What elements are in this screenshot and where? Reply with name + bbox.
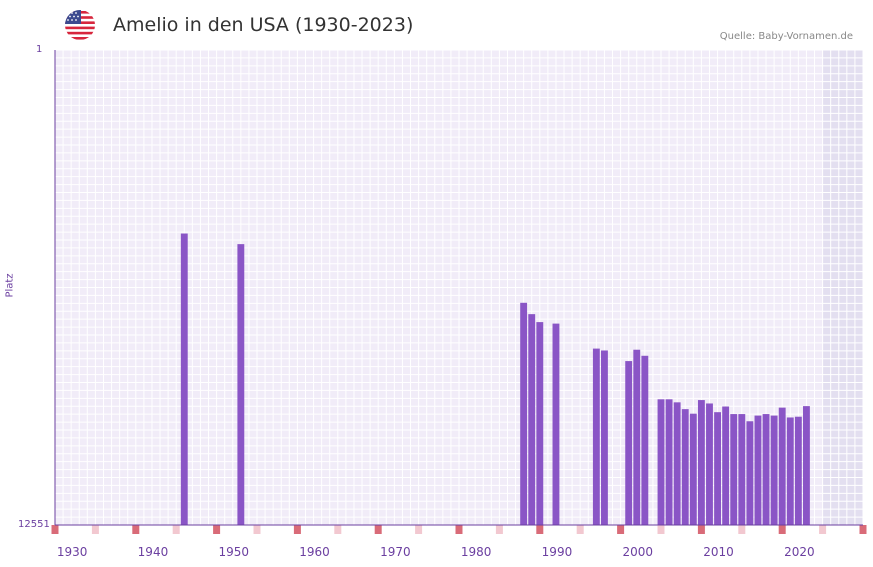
bar-2011[interactable]: [722, 406, 730, 525]
bar-2021[interactable]: [803, 406, 810, 525]
bar-1990[interactable]: [552, 323, 560, 525]
bar-2007[interactable]: [689, 413, 697, 525]
source-credit: Quelle: Baby-Vornamen.de: [719, 31, 853, 42]
bar-2016[interactable]: [762, 414, 770, 525]
x-tick-1980: 1980: [461, 545, 492, 559]
year-marker: [91, 525, 99, 534]
bar-2013[interactable]: [738, 414, 746, 525]
year-marker: [213, 525, 221, 534]
bar-2018[interactable]: [778, 407, 786, 525]
year-marker: [495, 525, 503, 534]
chart-header: Amelio in den USA (1930-2023) Quelle: Ba…: [0, 0, 873, 50]
bar-2005[interactable]: [673, 402, 681, 525]
bar-1951[interactable]: [237, 244, 245, 526]
year-marker: [334, 525, 342, 534]
bar-2001[interactable]: [641, 355, 649, 525]
bar-2000[interactable]: [633, 349, 641, 525]
bar-2010[interactable]: [714, 412, 721, 525]
year-markers: [51, 525, 867, 534]
bar-2003[interactable]: [657, 399, 665, 525]
year-marker: [819, 525, 827, 534]
year-marker: [536, 525, 544, 534]
x-tick-2000: 2000: [622, 545, 653, 559]
bar-series: [180, 233, 810, 526]
y-tick-top: 1: [36, 44, 43, 55]
bar-2020[interactable]: [794, 416, 802, 525]
x-tick-1930: 1930: [57, 545, 88, 559]
year-marker: [293, 525, 301, 534]
y-axis-label: Platz: [4, 273, 16, 298]
bar-2019[interactable]: [786, 417, 794, 525]
year-marker: [738, 525, 746, 534]
year-marker: [657, 525, 665, 534]
bar-1986[interactable]: [520, 302, 528, 525]
x-tick-1990: 1990: [542, 545, 573, 559]
bar-1995[interactable]: [592, 348, 600, 525]
year-marker: [617, 525, 625, 534]
bar-1988[interactable]: [536, 322, 544, 525]
year-marker: [576, 525, 584, 534]
bar-1996[interactable]: [601, 350, 608, 525]
bar-2012[interactable]: [730, 414, 738, 525]
year-marker: [253, 525, 261, 534]
x-tick-1960: 1960: [299, 545, 330, 559]
bar-1999[interactable]: [625, 361, 633, 525]
bar-2004[interactable]: [665, 399, 673, 525]
x-tick-2010: 2010: [703, 545, 734, 559]
year-marker: [455, 525, 463, 534]
x-tick-1940: 1940: [138, 545, 169, 559]
bar-2006[interactable]: [681, 409, 689, 525]
year-marker: [374, 525, 382, 534]
year-marker: [51, 525, 59, 534]
bar-2008[interactable]: [697, 400, 705, 525]
bar-2017[interactable]: [770, 415, 778, 525]
x-tick-2020: 2020: [784, 545, 815, 559]
x-tick-1950: 1950: [218, 545, 249, 559]
x-tick-labels: 1930 1940 1950 1960 1970 1980 1990 2000 2010 2020: [57, 545, 815, 559]
year-marker: [415, 525, 423, 534]
year-marker: [697, 525, 705, 534]
bar-1944[interactable]: [180, 233, 188, 525]
chart-title: Amelio in den USA (1930-2023): [113, 14, 414, 36]
bar-1987[interactable]: [528, 314, 536, 525]
year-marker: [859, 525, 867, 534]
year-marker: [132, 525, 140, 534]
bar-2014[interactable]: [746, 421, 754, 525]
usa-flag-icon: [65, 10, 95, 40]
y-tick-bottom: 12551: [18, 519, 50, 530]
year-marker: [778, 525, 786, 534]
x-tick-1970: 1970: [380, 545, 411, 559]
bar-2015[interactable]: [754, 415, 762, 525]
year-marker: [172, 525, 180, 534]
bar-2009[interactable]: [706, 403, 713, 525]
